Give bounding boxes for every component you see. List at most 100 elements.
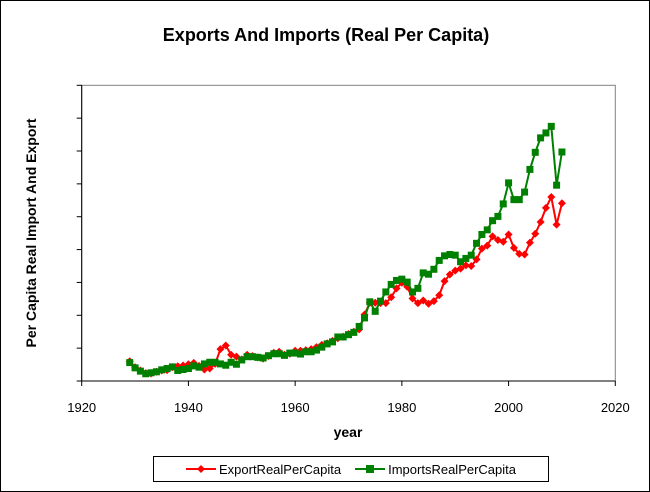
data-point-imports — [168, 363, 176, 371]
data-point-imports — [526, 165, 534, 173]
data-point-imports — [190, 362, 198, 370]
data-point-imports — [291, 349, 299, 357]
data-point-export — [552, 220, 561, 229]
data-point-export — [520, 250, 529, 259]
data-point-imports — [339, 333, 347, 341]
data-point-imports — [126, 359, 134, 367]
data-point-imports — [425, 270, 433, 278]
data-point-imports — [553, 181, 561, 189]
legend: ExportRealPerCapita ImportsRealPerCapita — [153, 456, 549, 482]
data-point-imports — [136, 367, 144, 375]
x-tick-label: 2000 — [494, 400, 523, 415]
legend-label-imports: ImportsRealPerCapita — [388, 461, 516, 477]
data-point-imports — [211, 358, 219, 366]
data-point-imports — [350, 328, 358, 336]
data-point-imports — [238, 356, 246, 364]
data-point-imports — [248, 353, 256, 361]
data-point-imports — [441, 252, 449, 260]
data-point-imports — [142, 370, 150, 378]
data-point-imports — [328, 338, 336, 346]
data-point-imports — [494, 212, 502, 220]
data-point-export — [547, 193, 556, 202]
data-point-export — [531, 229, 540, 238]
legend-swatch-export — [185, 465, 216, 473]
data-point-imports — [419, 269, 427, 277]
data-point-imports — [206, 358, 214, 366]
data-point-imports — [446, 251, 454, 259]
data-point-imports — [318, 343, 326, 351]
data-point-export — [419, 296, 428, 305]
data-point-imports — [179, 366, 187, 374]
data-point-export — [488, 232, 497, 241]
data-point-imports — [558, 148, 566, 156]
data-point-imports — [163, 365, 171, 373]
data-point-imports — [531, 148, 539, 156]
data-point-imports — [222, 361, 230, 369]
data-point-export — [504, 230, 513, 239]
data-point-imports — [473, 239, 481, 247]
data-point-imports — [414, 284, 422, 292]
data-point-export — [408, 294, 417, 303]
data-point-imports — [478, 230, 486, 238]
data-point-imports — [393, 276, 401, 284]
legend-item-export: ExportRealPerCapita — [185, 461, 342, 477]
data-point-imports — [254, 353, 262, 361]
x-tick-label: 1940 — [174, 400, 203, 415]
data-point-imports — [398, 275, 406, 283]
x-tick-label: 1960 — [281, 400, 310, 415]
data-point-export — [440, 277, 449, 286]
data-point-export — [467, 262, 476, 271]
data-point-imports — [184, 365, 192, 373]
data-point-imports — [387, 280, 395, 288]
data-point-imports — [232, 360, 240, 368]
data-point-imports — [435, 256, 443, 264]
data-point-imports — [264, 352, 272, 360]
data-point-imports — [200, 360, 208, 368]
data-point-imports — [403, 278, 411, 286]
x-tick-label: 2020 — [601, 400, 630, 415]
data-point-imports — [152, 368, 160, 376]
data-point-imports — [382, 288, 390, 296]
data-point-export — [515, 249, 524, 258]
data-point-imports — [430, 265, 438, 273]
data-point-export — [541, 203, 550, 212]
data-point-export — [557, 199, 566, 208]
data-point-export — [456, 264, 465, 273]
data-point-imports — [521, 188, 529, 196]
legend-item-imports: ImportsRealPerCapita — [355, 462, 516, 477]
data-point-imports — [345, 331, 352, 339]
data-point-export — [435, 291, 444, 300]
data-point-imports — [195, 363, 203, 371]
data-point-imports — [377, 297, 385, 305]
data-point-imports — [243, 353, 251, 361]
data-point-imports — [131, 364, 139, 372]
data-point-imports — [462, 254, 470, 262]
data-point-export — [445, 270, 454, 279]
data-point-imports — [275, 350, 283, 358]
x-tick-label: 1920 — [67, 400, 96, 415]
data-point-imports — [147, 369, 155, 377]
data-point-imports — [227, 358, 235, 366]
data-point-imports — [547, 122, 555, 130]
data-point-imports — [323, 340, 331, 348]
x-axis-label: year — [333, 424, 363, 440]
data-point-imports — [174, 366, 182, 374]
data-point-imports — [371, 307, 379, 315]
legend-label-export: ExportRealPerCapita — [218, 461, 342, 477]
data-point-imports — [307, 348, 315, 356]
data-point-imports — [361, 314, 369, 322]
data-point-export — [536, 217, 545, 226]
legend-swatch-imports — [355, 465, 386, 473]
data-point-export — [509, 243, 518, 252]
data-point-imports — [270, 350, 278, 358]
data-point-imports — [505, 179, 513, 187]
data-point-imports — [296, 350, 304, 358]
data-point-imports — [409, 288, 417, 296]
data-point-imports — [302, 348, 310, 356]
x-tick-label: 1980 — [387, 400, 416, 415]
data-point-imports — [355, 322, 363, 330]
data-point-export — [525, 238, 534, 247]
data-point-imports — [451, 251, 459, 259]
data-point-imports — [158, 366, 166, 374]
